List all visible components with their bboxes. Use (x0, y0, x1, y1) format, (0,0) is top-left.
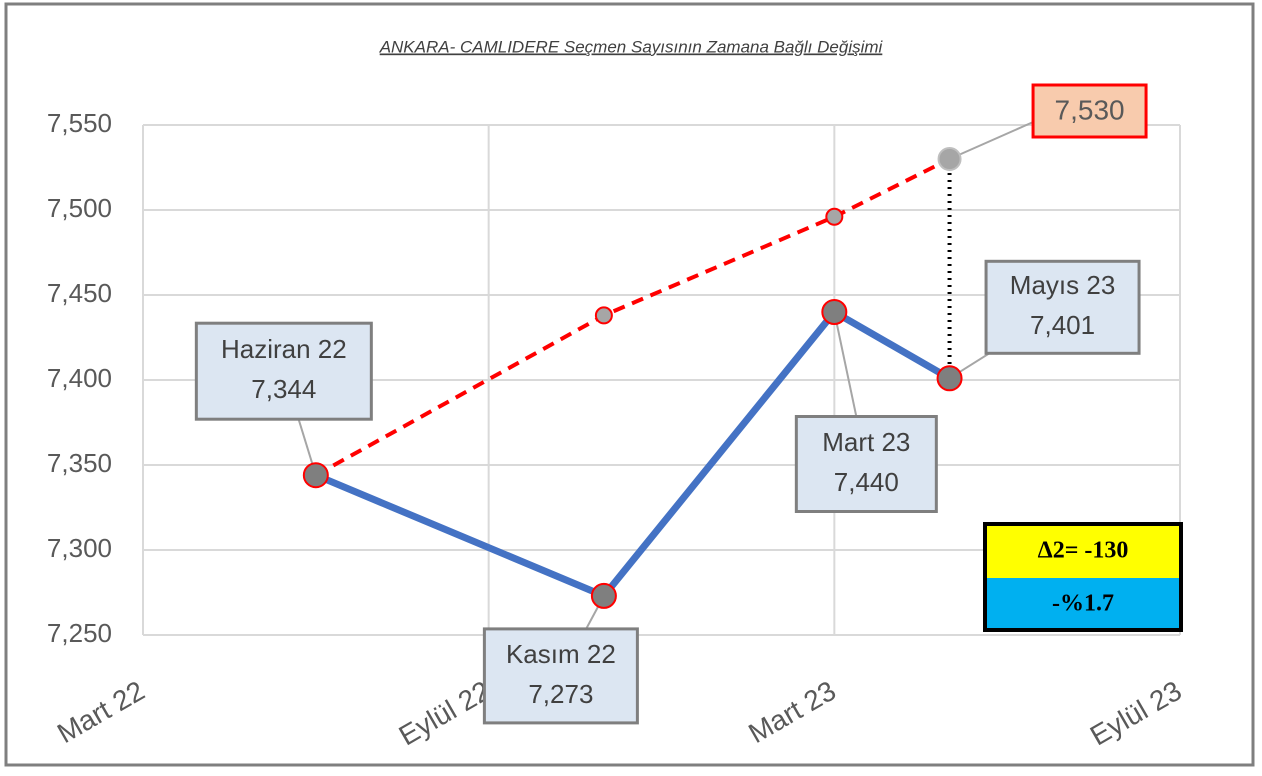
label-box (194, 321, 373, 421)
y-tick-label: 7,250 (47, 618, 112, 648)
label-box (482, 627, 639, 725)
data-label: 7,401 (1030, 310, 1095, 340)
y-tick-label: 7,550 (47, 108, 112, 138)
marker (937, 147, 962, 171)
data-label-name: Mayıs 23 (1010, 270, 1116, 300)
marker (594, 306, 613, 325)
marker (825, 207, 844, 226)
marker (821, 299, 848, 325)
label-box (1031, 83, 1148, 139)
chart-title: ANKARA- CAMLIDERE Seçmen Sayısının Zaman… (379, 37, 884, 56)
label-box (794, 415, 938, 513)
label-box (984, 259, 1141, 355)
y-tick-label: 7,500 (47, 193, 112, 223)
data-label-name: Haziran 22 (221, 334, 347, 364)
data-label-name: Kasım 22 (506, 639, 616, 669)
annotation: -%1.7 (1052, 591, 1114, 617)
data-label-name: Mart 23 (822, 427, 910, 457)
line (314, 307, 952, 601)
y-tick-label: 7,350 (47, 448, 112, 478)
data-label: 7,440 (834, 467, 899, 497)
data-label: 7,344 (251, 374, 316, 404)
annotation-top (985, 524, 1181, 578)
marker (936, 365, 963, 392)
annotation: Δ2= -130 (1038, 538, 1129, 564)
data-label: 7,273 (528, 679, 593, 709)
y-tick-label: 7,300 (47, 533, 112, 563)
data-label: 7,530 (1055, 94, 1125, 125)
annotation-border (983, 522, 1183, 632)
y-tick-label: 7,450 (47, 278, 112, 308)
line (314, 157, 951, 477)
annotation-bottom (985, 578, 1181, 630)
y-tick-label: 7,400 (47, 363, 112, 393)
marker (590, 582, 617, 609)
marker (302, 462, 329, 489)
